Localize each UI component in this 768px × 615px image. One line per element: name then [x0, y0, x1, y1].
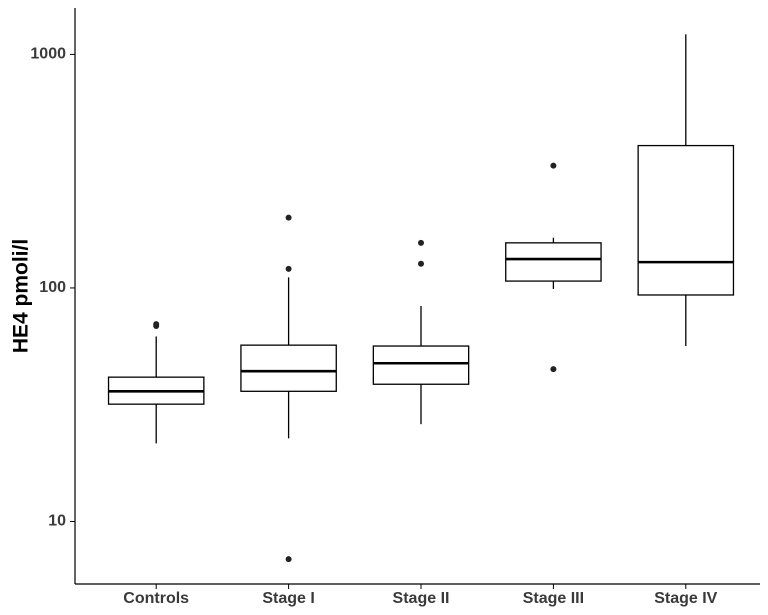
outlier	[285, 214, 292, 221]
outlier	[550, 366, 557, 373]
x-tick-label: Stage IV	[654, 590, 717, 607]
outlier	[550, 162, 557, 169]
x-tick-label: Stage I	[262, 590, 314, 607]
x-tick-label: Stage III	[523, 590, 584, 607]
y-tick-label: 100	[39, 279, 66, 296]
outlier	[153, 323, 160, 330]
x-tick-label: Stage II	[393, 590, 450, 607]
outlier	[285, 556, 292, 563]
x-tick-label: Controls	[123, 590, 189, 607]
y-axis-label: HE4 pmoli/l	[10, 239, 33, 353]
outlier	[285, 265, 292, 272]
outlier	[418, 239, 424, 246]
y-tick-label: 1000	[30, 46, 66, 63]
y-tick-label: 10	[48, 513, 66, 530]
box	[505, 242, 602, 282]
outlier	[418, 260, 424, 267]
box	[240, 344, 337, 392]
box	[637, 144, 735, 296]
box	[372, 345, 470, 385]
